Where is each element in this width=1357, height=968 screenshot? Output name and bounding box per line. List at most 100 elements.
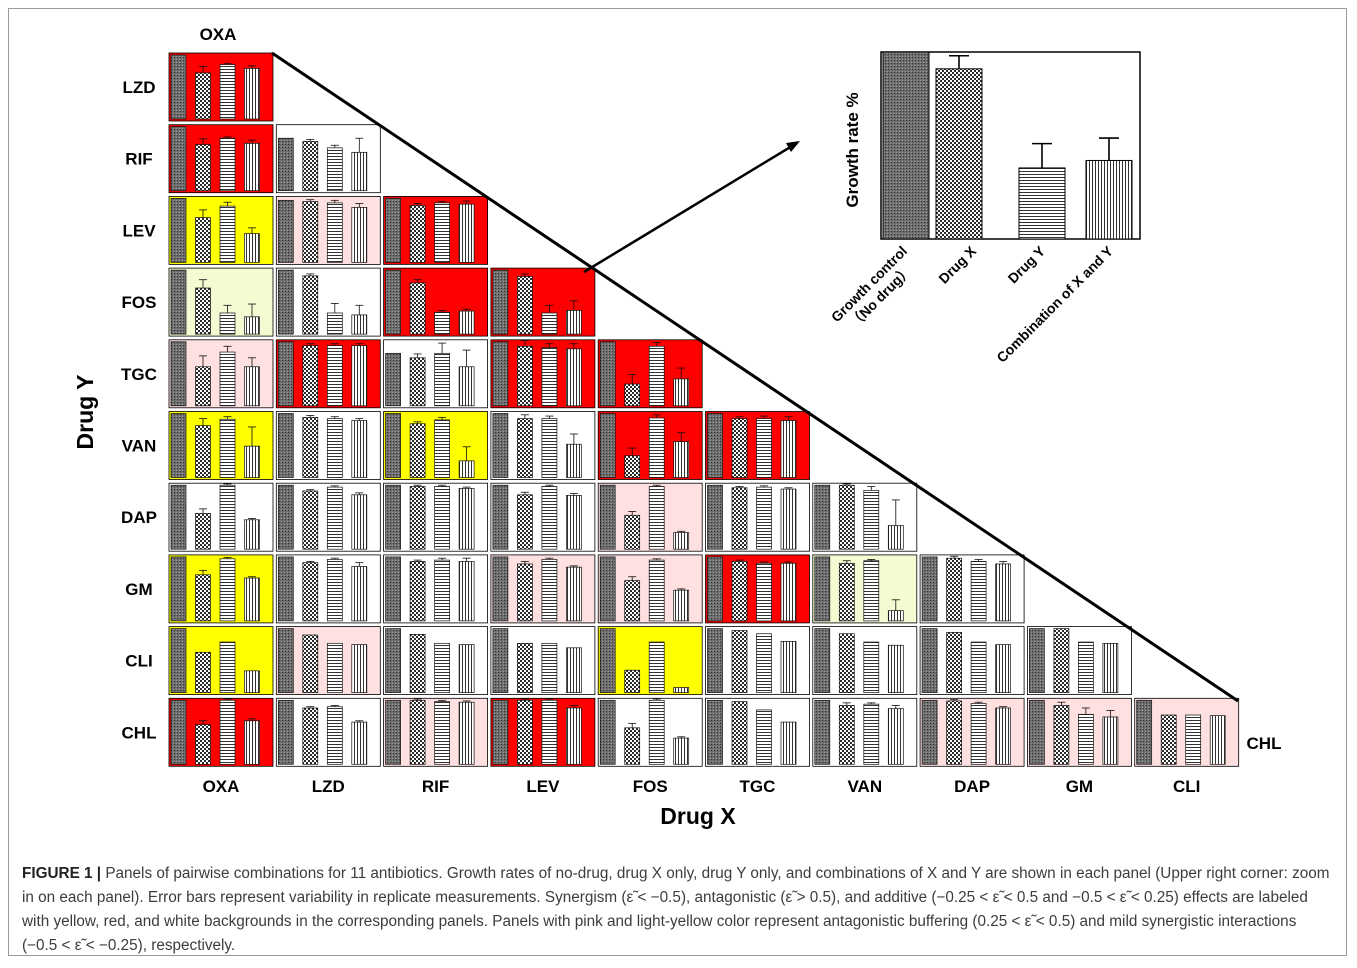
- panel-tgc-chl: [705, 697, 810, 767]
- panel-bar: [814, 628, 831, 693]
- panel-bar: [838, 633, 855, 693]
- panel-bar: [409, 205, 426, 263]
- panel-bar: [756, 562, 772, 622]
- x-tick-label: TGC: [740, 777, 776, 796]
- panel-bar: [277, 269, 294, 335]
- panel-bar: [170, 699, 187, 765]
- panel-oxa-van: [168, 411, 274, 480]
- panel-bar: [648, 345, 665, 407]
- panel-bar: [566, 310, 582, 335]
- panel-oxa-lev: [168, 195, 274, 265]
- panel-bar: [277, 199, 294, 263]
- panel-fos-van: [597, 411, 703, 480]
- panel-bar: [170, 413, 187, 478]
- panel-bar: [995, 644, 1011, 693]
- top-label-oxa: OXA: [200, 25, 237, 44]
- panel-bar: [219, 558, 236, 622]
- panel-bar: [219, 641, 236, 693]
- panel-bar: [731, 630, 748, 693]
- panel-bar: [756, 709, 772, 765]
- y-tick-label: CLI: [125, 652, 152, 671]
- panel-dap-cli: [919, 626, 1025, 695]
- panel-lev-tgc: [490, 339, 596, 409]
- panel-bar: [599, 341, 616, 407]
- panel-bar: [599, 556, 616, 622]
- panel-bar: [648, 486, 665, 550]
- panel-bar: [458, 366, 475, 407]
- panel-lzd-tgc: [275, 339, 381, 409]
- panel-bar: [707, 628, 723, 693]
- panel-bar: [673, 589, 690, 622]
- panel-oxa-chl: [168, 697, 274, 767]
- panel-bar: [1029, 699, 1045, 765]
- panel-bar: [351, 151, 368, 192]
- panel-lev-chl: [490, 697, 596, 767]
- panel-rif-fos: [383, 267, 489, 337]
- panel-fos-dap: [597, 482, 703, 552]
- panel-rif-gm: [383, 554, 489, 624]
- panel-bar: [599, 484, 616, 550]
- panel-bar: [351, 566, 368, 622]
- panel-bar: [517, 642, 533, 693]
- panel-bar: [458, 460, 475, 478]
- panel-bar: [707, 413, 723, 478]
- panel-bar: [195, 72, 211, 120]
- panel-grid: [168, 52, 1240, 767]
- zoom-arrow-line: [583, 141, 798, 274]
- inset-category-line: Combination of X and Y: [993, 242, 1116, 365]
- panel-bar: [434, 642, 450, 693]
- panel-bar: [195, 217, 211, 263]
- panel-fos-gm: [597, 554, 703, 624]
- y-tick-label: RIF: [125, 150, 152, 169]
- y-axis-title: Drug Y: [72, 375, 98, 450]
- panel-bar: [648, 641, 665, 693]
- panel-bar: [541, 559, 558, 622]
- panel-bar: [434, 202, 450, 263]
- panel-bar: [302, 345, 319, 407]
- panel-bar: [707, 556, 723, 622]
- panel-bar: [326, 486, 343, 550]
- inset-category-line: Drug X: [935, 242, 979, 286]
- panel-bar: [1029, 628, 1045, 693]
- panel-bar: [946, 700, 962, 765]
- panel-bar: [409, 561, 426, 622]
- panel-bar: [277, 628, 294, 693]
- panel-bar: [244, 577, 260, 622]
- panel-bar: [673, 737, 690, 765]
- panel-van-gm: [812, 554, 918, 624]
- panel-bar: [541, 347, 558, 407]
- panel-bar: [624, 727, 641, 765]
- right-label-chl: CHL: [1247, 734, 1282, 753]
- panel-bar: [351, 721, 368, 765]
- panel-bar: [995, 707, 1011, 765]
- panel-lev-van: [490, 411, 596, 480]
- panel-bar: [648, 417, 665, 478]
- panel-bar: [277, 556, 294, 622]
- panel-bar: [170, 126, 187, 192]
- panel-oxa-fos: [168, 267, 274, 337]
- inset-bar: [1018, 167, 1066, 240]
- panel-bar: [624, 455, 641, 478]
- inset-category-label: Growth control（No drug）: [828, 243, 922, 337]
- panel-rif-cli: [383, 626, 489, 695]
- panel-bar: [921, 699, 938, 765]
- panel-bar: [409, 282, 426, 335]
- panel-bar: [648, 699, 665, 765]
- panel-lzd-van: [275, 411, 381, 480]
- panel-bar: [244, 519, 260, 550]
- panel-bar: [648, 559, 665, 622]
- panel-rif-lev: [383, 195, 489, 265]
- panel-bar: [385, 269, 401, 335]
- panel-bar: [170, 556, 187, 622]
- panel-bar: [434, 311, 450, 335]
- inset-category-label: Drug X: [935, 242, 979, 286]
- panel-oxa-cli: [168, 626, 274, 695]
- panel-bar: [409, 357, 426, 407]
- panel-bar: [458, 488, 475, 550]
- panel-bar: [1053, 628, 1070, 693]
- panel-bar: [814, 699, 831, 765]
- panel-bar: [863, 489, 880, 550]
- x-axis-title: Drug X: [660, 803, 736, 829]
- panel-bar: [1078, 641, 1094, 693]
- panel-bar: [434, 486, 450, 550]
